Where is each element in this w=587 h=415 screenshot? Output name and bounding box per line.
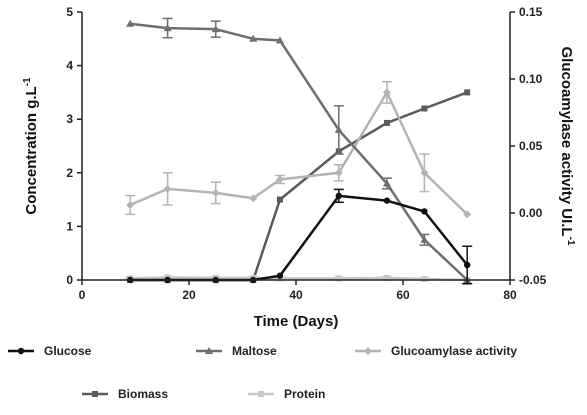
x-tick-label: 20 [182, 288, 196, 302]
data-point-glucose [335, 192, 342, 200]
series-layer [125, 17, 473, 285]
legend-swatch-marker [92, 391, 98, 397]
series-biomass [127, 89, 471, 283]
x-tick-label: 0 [79, 288, 86, 302]
x-tick-label: 60 [396, 288, 410, 302]
legend-swatch-marker [364, 347, 372, 355]
data-point-glucoamylase-activity [163, 184, 172, 193]
y-left-tick-label: 1 [66, 219, 73, 233]
data-point-biomass [464, 89, 471, 96]
x-tick-label: 80 [503, 288, 517, 302]
legend-swatch-marker [258, 391, 264, 397]
y-left-tick-label: 2 [66, 166, 73, 180]
data-point-biomass [421, 105, 428, 112]
legend-swatch-marker [17, 347, 25, 355]
data-point-glucoamylase-activity [126, 200, 135, 209]
y-left-tick-label: 5 [66, 5, 73, 19]
data-point-glucoamylase-activity [334, 168, 343, 177]
data-point-maltose [334, 125, 343, 133]
data-point-glucose [464, 261, 471, 269]
y-axis-right-title-main: Glucoamylase activity UI.L [558, 47, 575, 237]
y-right-tick-label: 0.05 [519, 139, 543, 153]
data-point-maltose [420, 235, 429, 243]
y-left-tick-label: 0 [66, 273, 73, 287]
series-line-maltose [130, 22, 469, 281]
y-right-tick-label: 0.00 [519, 206, 543, 220]
y-right-tick-label: 0.10 [519, 72, 543, 86]
data-point-glucoamylase-activity [249, 194, 258, 203]
data-point-glucoamylase-activity [275, 175, 284, 184]
y-axis-right-title-sup: -1 [565, 237, 576, 246]
legend-label: Glucose [44, 344, 92, 358]
series-glucose [126, 188, 473, 285]
data-point-glucoamylase-activity [420, 168, 429, 177]
y-left-tick-label: 3 [66, 112, 73, 126]
data-point-glucose [421, 208, 428, 215]
legend-label: Protein [284, 387, 325, 401]
data-point-maltose [163, 24, 172, 32]
data-point-biomass [276, 196, 283, 203]
series-line-glucose [130, 194, 469, 282]
data-point-biomass [383, 119, 390, 126]
data-point-glucose [383, 197, 391, 204]
legend-item-glucose: Glucose [8, 344, 92, 358]
y-right-tick-label: -0.05 [519, 273, 547, 287]
data-point-glucoamylase-activity [382, 88, 391, 97]
data-point-maltose [249, 34, 258, 42]
legend-label: Biomass [118, 387, 168, 401]
legend-item-protein: Protein [248, 387, 325, 401]
data-point-maltose [126, 19, 135, 27]
y-axis-right-title: Glucoamylase activity UI.L-1 [558, 47, 576, 246]
y-axis-left-title-sup: -1 [22, 77, 33, 86]
y-right-tick-label: 0.15 [519, 5, 543, 19]
data-point-protein [383, 274, 390, 281]
series-protein [125, 274, 471, 283]
y-axis-left-title: Concentration g.L-1 [22, 77, 40, 215]
ticks-layer: 0 20 40 60 80 0 1 2 3 4 5 -0.05 0.00 0.05 0.10 0.15 [66, 5, 546, 302]
y-left-tick-label: 4 [66, 59, 73, 73]
legend-item-glucoamylase-activity: Glucoamylase activity [355, 344, 517, 358]
x-axis-title: Time (Days) [254, 313, 339, 330]
legend-item-maltose: Maltose [196, 344, 277, 358]
legend-swatch-marker [205, 347, 213, 354]
data-point-glucoamylase-activity [463, 210, 472, 219]
legend-label: Maltose [232, 344, 277, 358]
legend-label: Glucoamylase activity [391, 344, 517, 358]
data-point-protein [421, 275, 428, 282]
x-tick-label: 40 [289, 288, 303, 302]
legend: Glucose Maltose Glucoamylase activity Bioma… [8, 344, 517, 401]
data-point-protein [335, 275, 342, 282]
series-maltose [126, 17, 472, 283]
data-point-maltose [275, 36, 284, 44]
series-glucoamylase-activity [125, 80, 472, 219]
data-point-maltose [211, 25, 220, 33]
data-point-glucoamylase-activity [211, 188, 220, 197]
data-point-glucose [276, 272, 284, 279]
y-axis-left-title-main: Concentration g.L [23, 86, 40, 214]
legend-item-biomass: Biomass [82, 387, 168, 401]
data-point-maltose [382, 179, 391, 187]
